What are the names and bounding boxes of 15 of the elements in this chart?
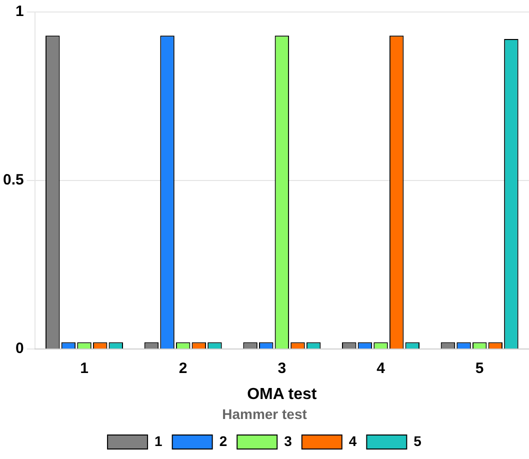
legend-label: 2 xyxy=(219,432,228,449)
legend-label: 5 xyxy=(414,432,422,449)
y-tick-label: 0.5 xyxy=(2,172,24,189)
x-tick-label: 3 xyxy=(278,360,286,378)
x-axis-title: OMA test xyxy=(247,386,318,404)
x-tick-label: 1 xyxy=(80,360,88,378)
x-tick-label: 2 xyxy=(178,360,188,378)
legend-label: 1 xyxy=(154,432,163,449)
legend-label: 3 xyxy=(284,432,292,449)
x-tick-label: 5 xyxy=(475,360,484,378)
y-tick-label: 0 xyxy=(16,340,24,358)
legend-title: Hammer test xyxy=(222,406,308,422)
x-tick-label: 4 xyxy=(376,360,386,378)
y-tick-label: 1 xyxy=(16,3,24,20)
legend-label: 4 xyxy=(348,432,357,449)
